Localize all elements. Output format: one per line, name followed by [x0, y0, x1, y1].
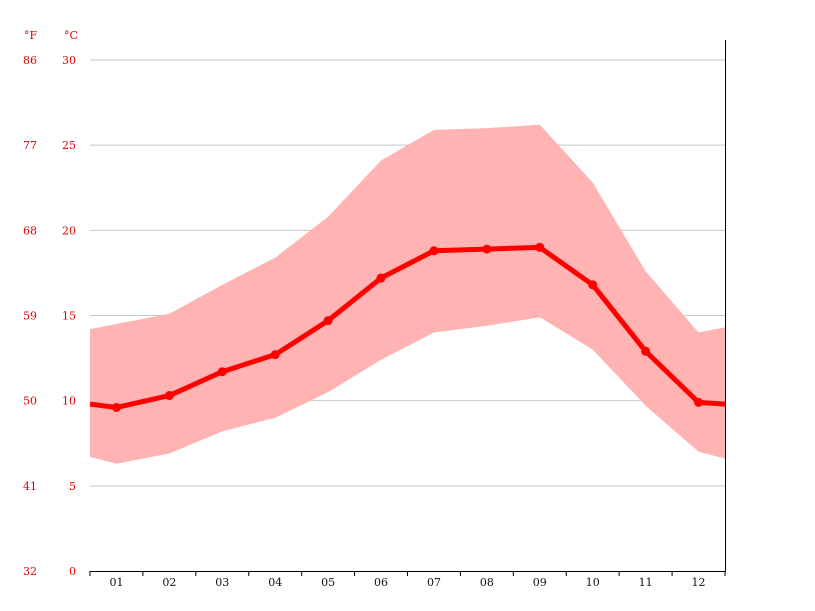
y-tick-label-c: 5	[69, 480, 76, 493]
y-tick-label-f: 77	[23, 139, 37, 152]
data-point	[641, 346, 651, 356]
data-point	[111, 402, 121, 412]
x-tick-label: 01	[109, 576, 123, 589]
y-tick-label-c: 15	[62, 310, 76, 323]
data-point	[164, 391, 174, 401]
y-tick-labels: 32 0 41 5 50 10 59 15 68 20 77 25 86 30	[23, 54, 76, 578]
range-band	[90, 124, 725, 464]
x-tick-label: 12	[692, 576, 706, 589]
data-point	[482, 244, 492, 254]
x-tick-label: 02	[162, 576, 176, 589]
mean-line	[89, 244, 726, 410]
y-tick-label-c: 25	[62, 139, 76, 152]
x-tick-label: 08	[480, 576, 494, 589]
x-tick-label: 11	[639, 576, 653, 589]
data-point	[217, 367, 227, 377]
data-points	[111, 242, 704, 412]
y-tick-label-f: 68	[23, 224, 37, 237]
x-tick-label: 06	[374, 576, 388, 589]
y-tick-label-f: 86	[23, 54, 37, 67]
data-point	[694, 397, 704, 407]
y-tick-label-f: 50	[23, 395, 37, 408]
data-point	[270, 350, 280, 360]
data-point	[376, 273, 386, 283]
y-tick-label-c: 30	[62, 54, 76, 67]
mean-temperature-line	[89, 244, 726, 410]
data-point	[429, 246, 439, 256]
fahrenheit-unit-label: °F	[24, 29, 38, 42]
y-tick-label-f: 41	[23, 480, 37, 493]
x-tick-label: 03	[215, 576, 229, 589]
x-tick-label: 04	[268, 576, 282, 589]
celsius-unit-label: °C	[64, 29, 78, 42]
x-tick-label: 10	[586, 576, 600, 589]
x-tick-label: 07	[427, 576, 441, 589]
x-tick-label: 09	[533, 576, 547, 589]
y-tick-label-c: 20	[62, 224, 76, 237]
axes	[89, 40, 726, 576]
x-tick-label: 05	[321, 576, 335, 589]
y-tick-label-c: 10	[62, 395, 76, 408]
y-tick-label-c: 0	[69, 565, 76, 578]
temperature-range-band	[90, 124, 725, 464]
data-point	[588, 280, 598, 290]
y-tick-label-f: 32	[23, 565, 37, 578]
data-point	[535, 242, 545, 252]
x-tick-labels: 01 02 03 04 05 06 07 08 09 10 11 12	[109, 576, 705, 589]
y-tick-label-f: 59	[23, 310, 37, 323]
data-point	[323, 316, 333, 326]
